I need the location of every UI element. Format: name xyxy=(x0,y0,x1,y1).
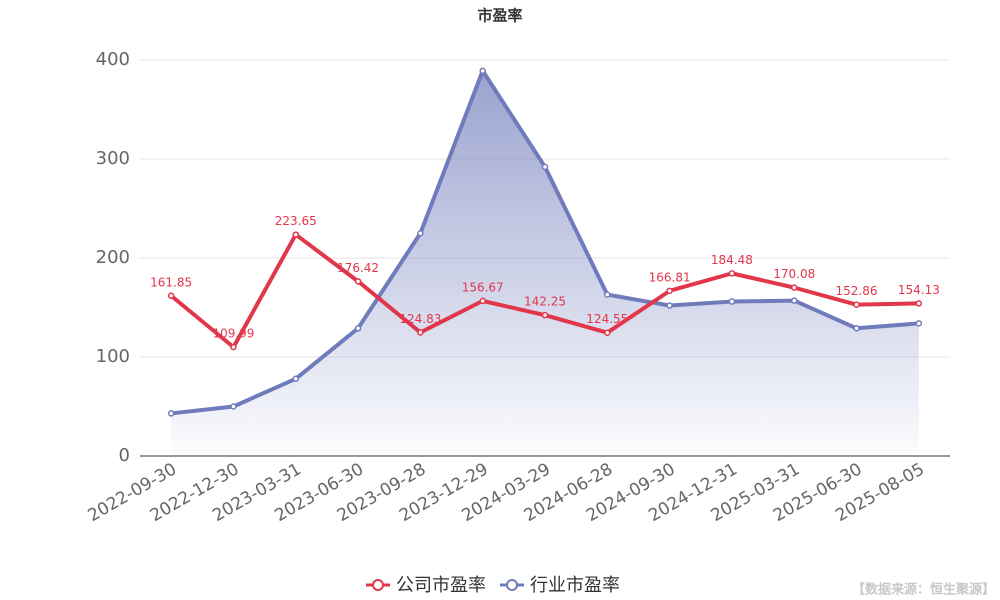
point xyxy=(292,375,300,383)
point xyxy=(230,403,237,410)
legend-icon[interactable] xyxy=(372,579,384,591)
source-note: 【数据来源：恒生聚源】 xyxy=(852,582,995,598)
point xyxy=(666,287,673,295)
data-label: 223.65 xyxy=(275,214,317,228)
y-tick-label: 0 xyxy=(119,445,130,466)
data-label: 156.67 xyxy=(462,280,504,294)
point xyxy=(541,163,549,171)
point xyxy=(915,320,923,327)
y-tick-label: 300 xyxy=(96,148,130,169)
point xyxy=(354,278,362,285)
y-tick-label: 200 xyxy=(96,247,130,268)
point xyxy=(604,329,611,336)
point xyxy=(728,270,736,277)
point xyxy=(853,325,860,332)
data-label: 154.13 xyxy=(898,283,940,297)
area xyxy=(171,70,919,456)
point xyxy=(354,325,362,332)
point xyxy=(728,298,736,305)
point xyxy=(479,67,486,75)
point xyxy=(417,230,424,237)
point xyxy=(915,300,923,307)
point xyxy=(417,329,424,336)
point xyxy=(292,231,300,238)
data-label: 142.25 xyxy=(524,295,566,309)
legend-label[interactable]: 公司市盈率 xyxy=(396,575,486,596)
y-tick-label: 400 xyxy=(96,49,130,70)
data-label: 124.55 xyxy=(586,312,628,326)
point xyxy=(790,297,798,304)
data-label: 124.83 xyxy=(399,312,441,326)
data-label: 176.42 xyxy=(337,261,379,275)
point xyxy=(230,343,237,351)
point xyxy=(666,302,673,309)
legend-label[interactable]: 行业市盈率 xyxy=(530,575,620,596)
point xyxy=(167,292,175,300)
y-tick-label: 100 xyxy=(96,346,130,367)
point xyxy=(853,301,860,308)
point xyxy=(167,410,175,417)
legend-icon[interactable] xyxy=(506,579,518,591)
data-label: 184.48 xyxy=(711,253,753,267)
point xyxy=(479,297,486,305)
data-label: 161.85 xyxy=(150,275,192,289)
point xyxy=(541,311,549,319)
point xyxy=(790,284,798,291)
data-label: 152.86 xyxy=(836,284,878,298)
point xyxy=(604,291,611,298)
data-label: 166.81 xyxy=(649,270,691,284)
chart-title: 市盈率 xyxy=(477,7,522,25)
data-label: 170.08 xyxy=(773,267,815,281)
data-label: 109.99 xyxy=(212,327,254,341)
